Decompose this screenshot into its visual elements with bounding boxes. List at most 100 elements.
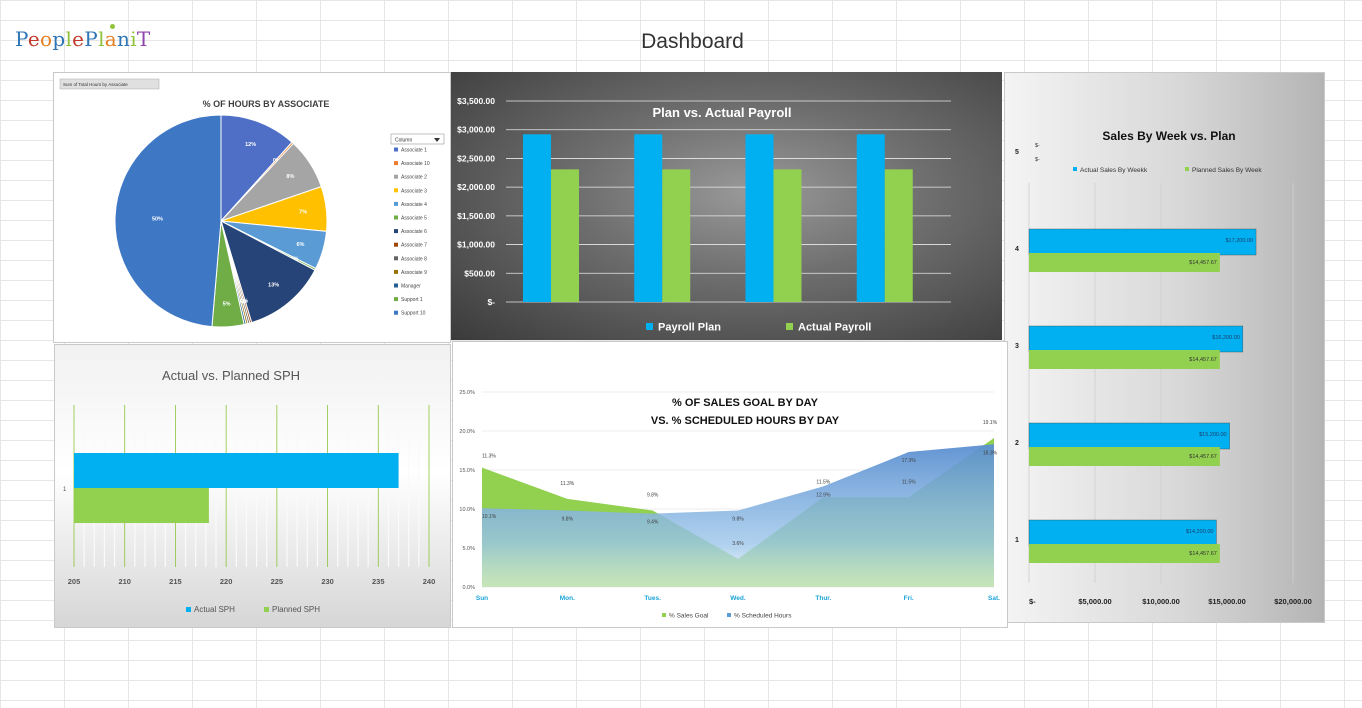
legend-swatch (394, 201, 398, 206)
filter-button (59, 78, 160, 90)
data-label: 11.3% (560, 481, 574, 487)
legend-swatch (394, 188, 398, 193)
legend-label: Associate 3 (401, 188, 427, 194)
sales-bar (1029, 253, 1220, 272)
data-label: 11.3% (482, 454, 496, 460)
payroll-chart-panel[interactable]: $3,500.00 $3,000.00 $2,500.00 $2,000.00 $1,5… (451, 72, 1002, 340)
chart-title: VS. % SCHEDULED HOURS BY DAY (651, 415, 840, 427)
logo-letter: i (130, 27, 137, 51)
legend-dropdown (390, 133, 445, 145)
y-tick-label: $500.00 (464, 268, 495, 278)
x-tick-label: 235 (372, 577, 385, 586)
legend-swatch (1185, 167, 1189, 171)
logo-letter: e (27, 27, 40, 51)
filter-button-label: Sum of Total Hours by Associate (63, 82, 128, 87)
slice-label: 12% (245, 142, 256, 148)
data-label: 9.4% (647, 520, 659, 526)
x-tick-label: $15,000.00 (1208, 597, 1246, 606)
legend-label: % Scheduled Hours (734, 613, 792, 620)
legend-label: Associate 4 (401, 202, 427, 208)
chart-title: Plan vs. Actual Payroll (653, 105, 792, 120)
bar-payroll-plan (523, 134, 551, 302)
pie-slice (220, 114, 293, 223)
logo-letter: a (104, 27, 117, 51)
data-label: 19.1% (983, 420, 998, 426)
slice-label: 6% (296, 242, 304, 248)
slice-label: 8% (286, 174, 294, 180)
legend-label: Manager (401, 284, 421, 290)
legend-label: Associate 10 (401, 161, 430, 167)
y-tick-label: 15.0% (459, 468, 475, 474)
chevron-down-icon (434, 138, 440, 142)
y-tick-label: $3,000.00 (457, 125, 495, 135)
legend-label: Associate 9 (401, 270, 427, 276)
slice-label: 50% (152, 216, 163, 222)
pie-chart-panel[interactable]: Sum of Total Hours by Associate % OF HOUR… (53, 72, 451, 343)
x-tick-label: Thur. (815, 595, 831, 602)
data-label: 11.5% (902, 479, 916, 485)
y-tick-label: 2 (1015, 440, 1019, 447)
sales-chart-panel[interactable]: Sales By Week vs. Plan Actual Sales By We… (1004, 72, 1325, 623)
data-label: $14,200.00 (1186, 529, 1214, 535)
pie-chart: Sum of Total Hours by Associate % OF HOUR… (59, 78, 445, 328)
x-tick-label: Tues. (644, 595, 661, 602)
legend-swatch (786, 323, 793, 330)
y-tick-label: 1 (1015, 537, 1019, 544)
chart-title: % OF SALES GOAL BY DAY (672, 397, 819, 409)
y-tick-label: $3,500.00 (457, 96, 495, 106)
sph-bar (74, 488, 209, 523)
legend-swatch (662, 613, 666, 617)
legend-swatch (646, 323, 653, 330)
goal-chart-panel[interactable]: 0.0% 5.0% 10.0% 15.0% 20.0% 25.0% % OF SALES G… (452, 341, 1008, 628)
legend-label: Support 1 (401, 297, 423, 303)
sph-chart-panel[interactable]: Actual vs. Planned SPH 205 210 215 220 225 230… (54, 344, 451, 628)
chart-title: Actual vs. Planned SPH (162, 368, 300, 383)
legend-dropdown-label: Column (395, 138, 412, 144)
slice-label: 7% (299, 209, 307, 215)
peopleplanit-logo: PeoplePlaniT (15, 27, 151, 51)
payroll-chart: $3,500.00 $3,000.00 $2,500.00 $2,000.00 $1,5… (457, 96, 951, 334)
y-tick-label: 5 (1015, 149, 1019, 156)
legend-swatch (186, 607, 191, 612)
legend-label: Associate 2 (401, 175, 427, 181)
legend-swatch (394, 256, 398, 261)
legend-label: Actual SPH (194, 605, 235, 614)
x-tick-label: $20,000.00 (1274, 597, 1312, 606)
legend-swatch (394, 310, 398, 315)
sales-bar (1029, 447, 1220, 466)
data-label: $17,200.00 (1226, 238, 1254, 244)
bar-payroll-plan (856, 134, 885, 302)
data-label: $16,200.00 (1212, 335, 1240, 341)
chart-title: Sales By Week vs. Plan (1102, 129, 1235, 143)
slice-label: 0% (240, 298, 248, 304)
bar-actual-payroll (773, 169, 802, 302)
x-tick-label: Sun (476, 595, 488, 602)
legend-label: Actual Sales By Weekk (1080, 167, 1148, 174)
data-label: 12.9% (816, 492, 831, 498)
goal-chart: 0.0% 5.0% 10.0% 15.0% 20.0% 25.0% % OF SALES G… (459, 390, 1000, 620)
x-tick-label: $5,000.00 (1078, 597, 1111, 606)
sales-bar (1028, 519, 1217, 547)
x-tick-label: 205 (68, 577, 81, 586)
sales-bar (1028, 325, 1244, 353)
legend-swatch (394, 174, 398, 179)
legend-swatch (1073, 167, 1077, 171)
data-label: $- (1035, 157, 1040, 163)
legend-swatch (394, 161, 398, 166)
y-tick-label: 0.0% (462, 585, 475, 591)
logo-letter: o (40, 27, 53, 51)
legend-label: Payroll Plan (658, 322, 721, 334)
logo-letter: n (117, 27, 131, 51)
logo-letter: P (84, 27, 99, 51)
data-label: 11.5% (816, 479, 830, 485)
bar-payroll-plan (634, 134, 663, 302)
bar-actual-payroll (551, 169, 579, 302)
slice-label: 5% (223, 301, 231, 307)
legend-swatch (264, 607, 269, 612)
x-tick-label: 215 (169, 577, 182, 586)
data-label: $15,200.00 (1199, 432, 1227, 438)
page-title: Dashboard (641, 30, 744, 53)
x-tick-label: Mon. (560, 595, 575, 602)
sph-chart: Actual vs. Planned SPH 205 210 215 220 225 230… (63, 368, 435, 614)
legend-label: Planned SPH (272, 605, 320, 614)
